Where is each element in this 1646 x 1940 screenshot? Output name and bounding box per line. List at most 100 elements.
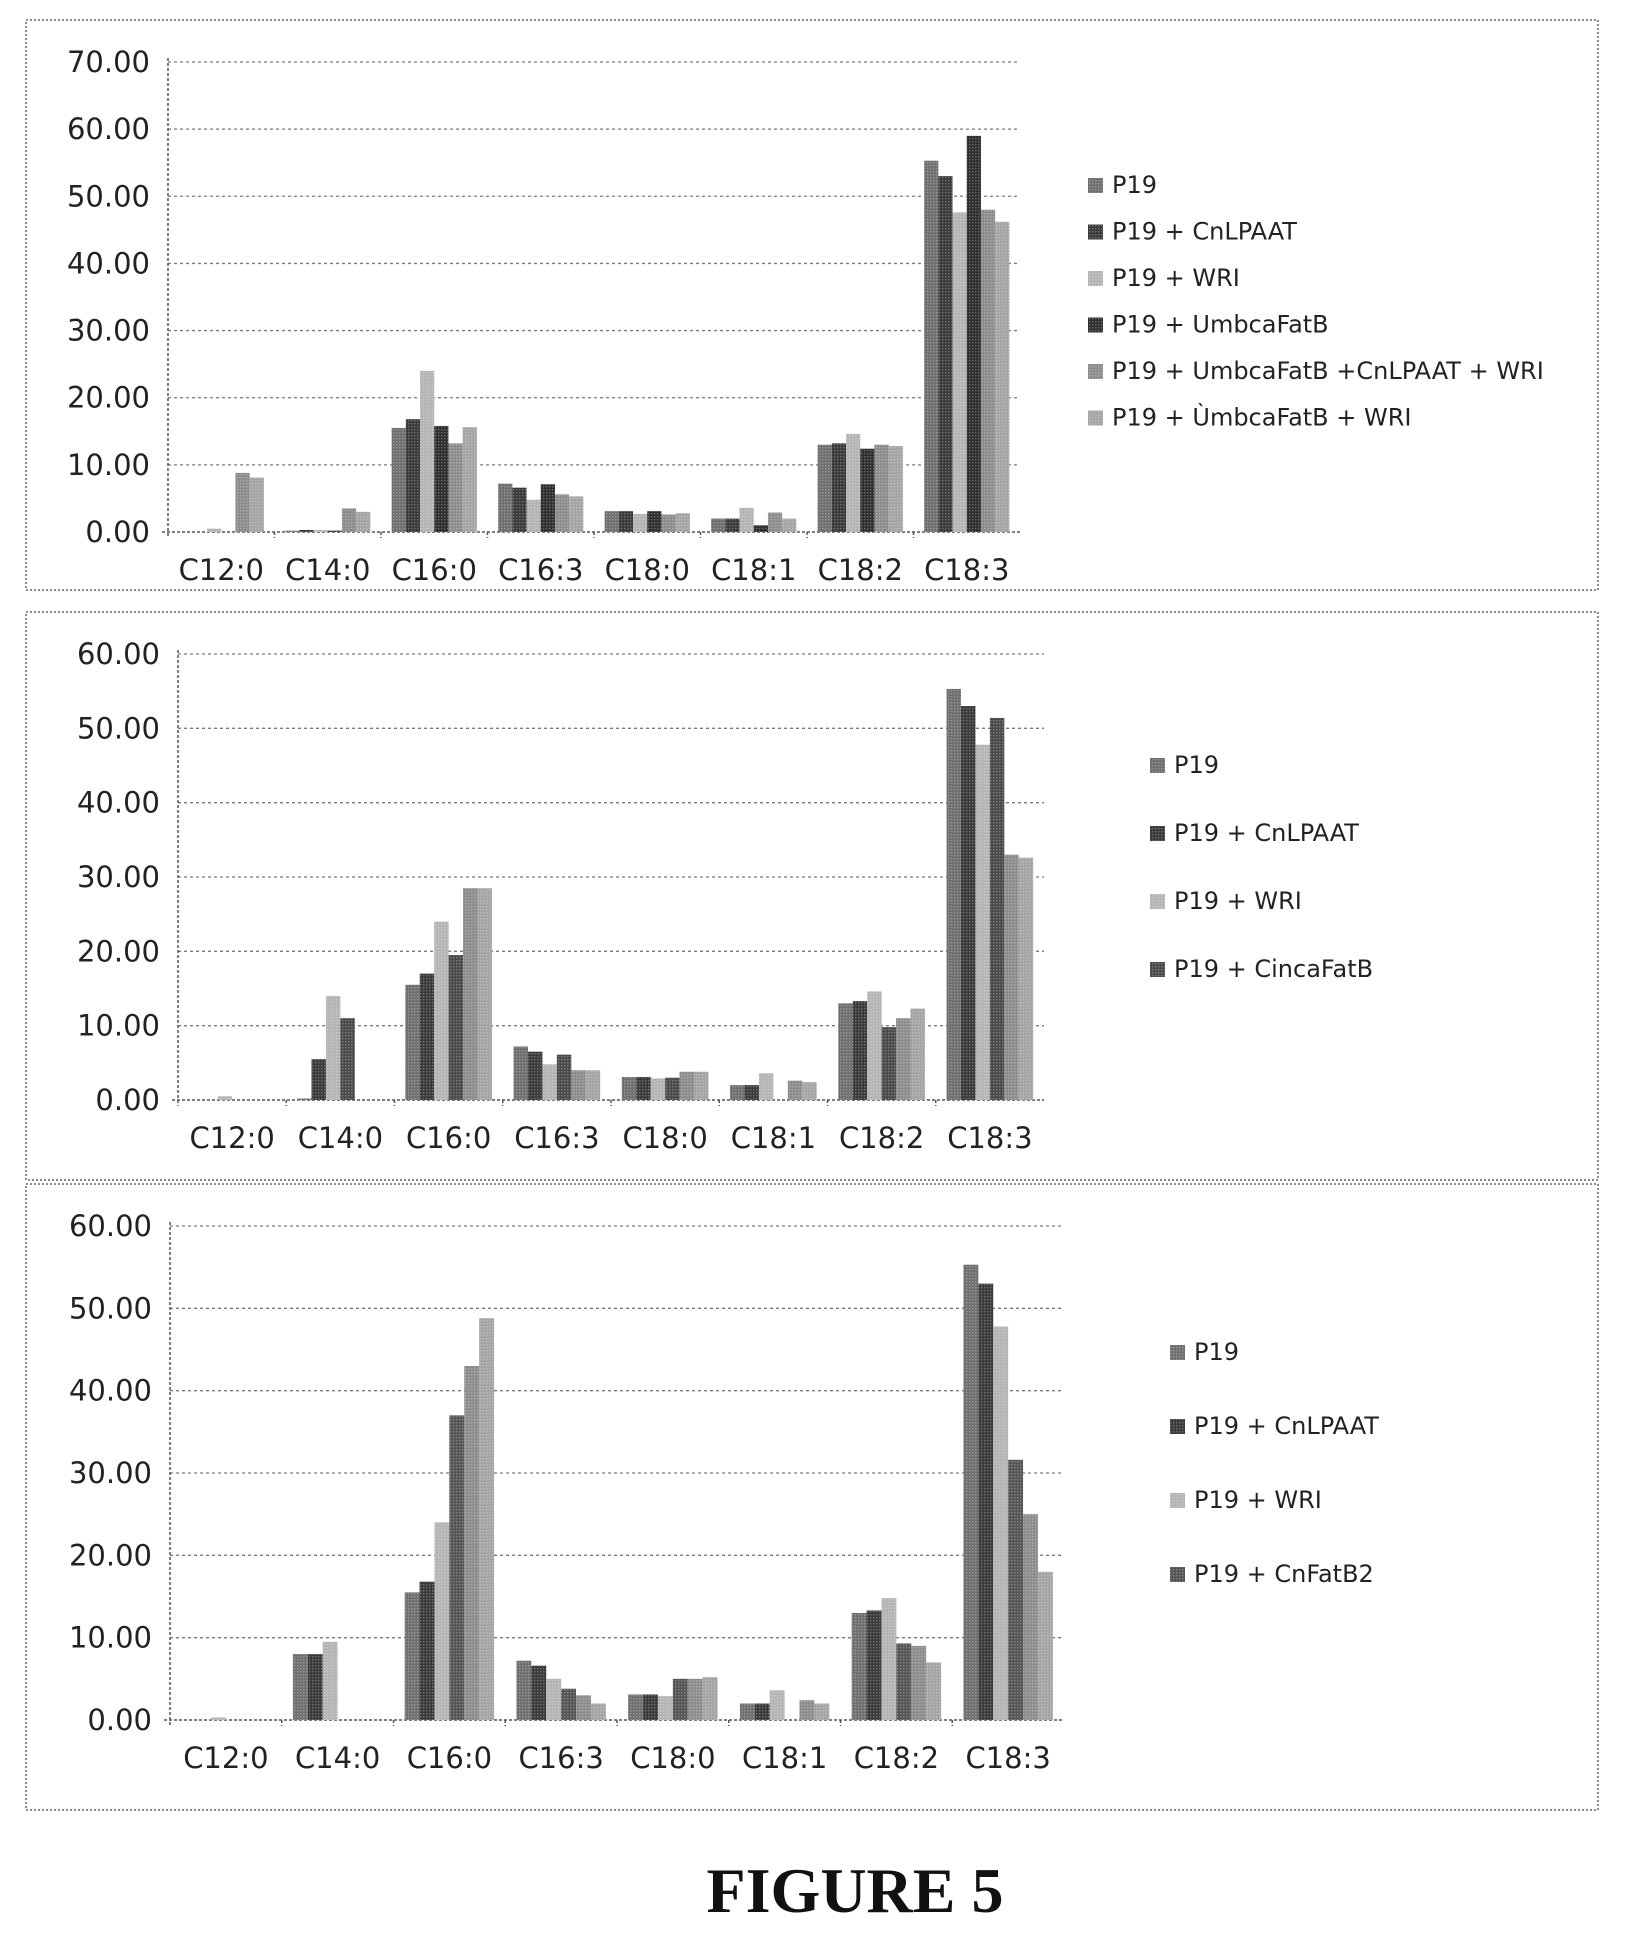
- x-tick-label: C16:3: [518, 1741, 603, 1775]
- bar-texture: [526, 499, 541, 532]
- bar-texture: [434, 921, 449, 1100]
- bar-texture: [420, 370, 435, 532]
- bar-texture: [542, 1064, 557, 1100]
- bar-texture: [867, 991, 882, 1100]
- y-tick-label: 20.00: [77, 934, 160, 968]
- bar-texture: [657, 1696, 673, 1720]
- bar-texture: [963, 1264, 979, 1720]
- bar-texture: [540, 484, 555, 532]
- legend-label: P19 + ÙmbcaFatB + WRI: [1112, 402, 1412, 432]
- y-tick-label: 10.00: [69, 1621, 152, 1655]
- bar-texture: [910, 1008, 925, 1100]
- bar-texture: [571, 1070, 586, 1100]
- bar-texture: [643, 1694, 658, 1720]
- x-tick-label: C18:1: [731, 1121, 816, 1155]
- chart-panel-2: 0.00 10.00 20.00 30.00 40.00 50.00 60.00 C12:0 C…: [25, 611, 1599, 1181]
- bar-texture: [679, 1071, 694, 1100]
- bar-texture: [896, 1643, 912, 1720]
- bar-texture: [753, 525, 768, 532]
- y-tick-label: 10.00: [67, 448, 150, 482]
- bar-texture: [340, 1018, 355, 1100]
- bar-texture: [860, 448, 875, 532]
- bar-texture: [405, 984, 420, 1100]
- bar-texture: [647, 511, 662, 532]
- legend-swatch-texture: [1170, 1493, 1185, 1508]
- bar-texture: [528, 1051, 543, 1100]
- x-tick-label: C12:0: [183, 1741, 268, 1775]
- y-tick-label: 50.00: [67, 179, 150, 213]
- y-tick-label: 30.00: [67, 314, 150, 348]
- legend-swatch-texture: [1150, 962, 1165, 977]
- bar-texture: [479, 1318, 495, 1720]
- bar-texture: [672, 1678, 688, 1720]
- bar-texture: [693, 1071, 709, 1100]
- bar-texture: [513, 1046, 529, 1100]
- legend-label: P19 + WRI: [1194, 1486, 1322, 1514]
- bar-texture: [633, 513, 648, 532]
- bar-texture: [787, 1080, 803, 1100]
- x-tick-label: C18:0: [605, 553, 690, 587]
- bar-texture: [661, 514, 676, 532]
- bar-texture: [1004, 854, 1019, 1100]
- x-tick-label: C16:0: [392, 553, 477, 587]
- bar-texture: [546, 1678, 562, 1720]
- bar-texture: [980, 209, 996, 532]
- legend-swatch-texture: [1088, 410, 1103, 426]
- bar-texture: [725, 518, 740, 532]
- bar-texture: [636, 1076, 651, 1100]
- y-tick-label: 0.00: [85, 515, 150, 549]
- x-tick-label: C18:2: [818, 553, 903, 587]
- bar-texture: [448, 955, 464, 1100]
- y-tick-label: 10.00: [77, 1009, 160, 1043]
- y-tick-label: 20.00: [69, 1538, 152, 1572]
- bar-texture: [924, 160, 939, 532]
- bar-texture: [802, 1082, 817, 1100]
- legend-swatch-texture: [1150, 894, 1165, 909]
- bar-texture: [356, 511, 371, 532]
- bar-texture: [730, 1085, 745, 1100]
- bar-texture: [618, 511, 634, 532]
- legend-label: P19: [1112, 171, 1157, 199]
- figure-caption: FIGURE 5: [707, 1855, 1004, 1926]
- panel-frame: [25, 611, 1599, 1181]
- bar-texture: [769, 1690, 785, 1720]
- legend-label: P19 + WRI: [1174, 887, 1302, 915]
- legend-label: P19 + UmbcaFatB +CnLPAAT + WRI: [1112, 357, 1544, 385]
- bar-texture: [556, 1054, 572, 1100]
- bar-texture: [995, 221, 1010, 533]
- bar-texture: [782, 518, 797, 532]
- bar-texture: [946, 688, 962, 1100]
- x-tick-label: C16:0: [406, 1121, 491, 1155]
- y-tick-label: 60.00: [77, 637, 160, 671]
- bar-texture: [604, 511, 619, 532]
- bar-texture: [322, 1641, 338, 1720]
- bar-texture: [391, 427, 406, 532]
- bar-texture: [831, 443, 847, 532]
- y-tick-label: 0.00: [95, 1083, 160, 1117]
- bar-texture: [512, 487, 527, 532]
- bar-texture: [866, 1610, 882, 1720]
- bar-texture: [993, 1326, 1009, 1720]
- bar-texture: [477, 888, 492, 1100]
- bar-texture: [434, 1522, 450, 1720]
- legend-swatch-texture: [1170, 1567, 1185, 1582]
- bar-texture: [307, 1654, 323, 1720]
- bar-texture: [767, 512, 783, 532]
- bar-texture: [405, 419, 421, 532]
- bar-texture: [621, 1076, 637, 1100]
- y-tick-label: 60.00: [69, 1209, 152, 1243]
- bar-texture: [341, 508, 357, 532]
- bar-texture: [628, 1694, 644, 1720]
- bar-texture: [419, 973, 435, 1100]
- chart-panel-3: 0.00 10.00 20.00 30.00 40.00 50.00 60.00 C12:0 C…: [25, 1183, 1599, 1811]
- bar-texture: [975, 744, 990, 1100]
- bar-texture: [744, 1085, 759, 1100]
- bar-texture: [311, 1059, 326, 1100]
- x-tick-label: C16:3: [514, 1121, 599, 1155]
- legend-swatch-texture: [1088, 178, 1103, 193]
- bar-texture: [207, 528, 222, 532]
- bar-texture: [434, 425, 449, 532]
- bar-texture: [687, 1678, 703, 1720]
- bar-texture: [978, 1283, 994, 1720]
